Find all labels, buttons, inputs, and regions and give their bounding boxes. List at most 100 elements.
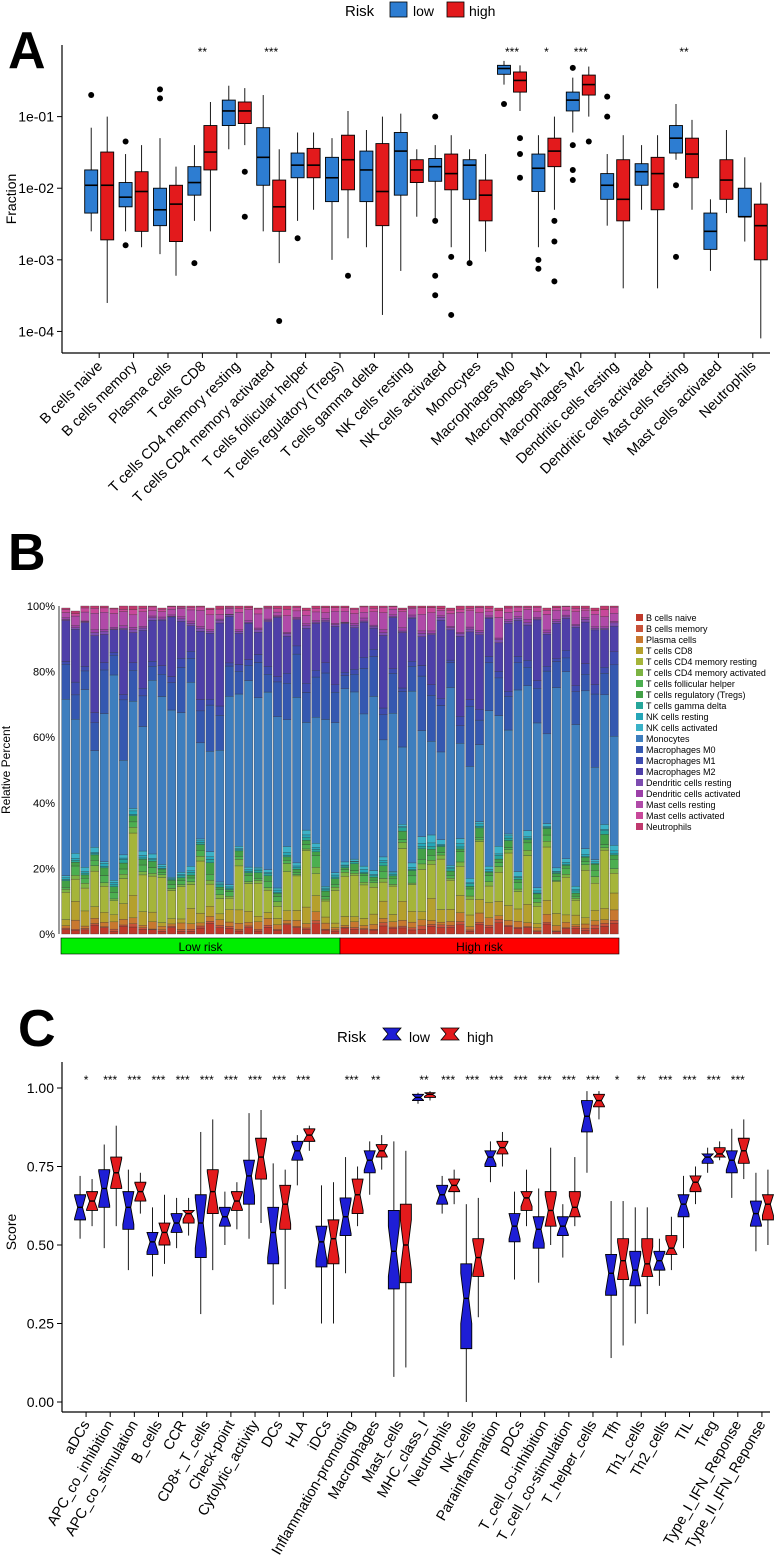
bar-segment [446,659,455,663]
notched-box [689,1175,702,1193]
y-tick-label: 0.50 [27,1237,54,1253]
bar-segment [157,874,167,878]
outlier-point [88,92,95,99]
group-strip-high [339,937,620,955]
stacked-bar [119,605,128,935]
bar-segment [311,843,321,848]
bar-segment [176,886,186,920]
bar-segment [330,607,340,612]
bar-segment [398,824,407,827]
notched-box [629,1250,642,1287]
bar-segment [109,608,119,614]
bar-segment [407,884,417,912]
bar-segment [580,854,590,857]
stacked-bar [494,607,504,935]
box [169,184,183,243]
bar-segment [109,880,119,883]
box-low [737,157,752,242]
bar-segment [71,865,80,876]
bar-segment [427,855,436,861]
bar-segment [513,620,523,657]
bar-segment [80,874,90,879]
outlier-point [432,113,439,120]
bar-segment [234,865,244,911]
bar-segment [253,880,263,884]
bar-segment [80,887,90,912]
box-high [203,101,218,232]
bar-segment [359,605,369,608]
bar-segment [407,608,417,616]
bar-segment [580,610,590,618]
bar-segment [446,868,455,872]
bar-segment [590,628,600,631]
bar-segment [340,675,350,689]
bar-segment [580,923,590,929]
bar-segment [128,827,138,834]
bar-segment [205,704,215,752]
bar-segment [282,852,292,856]
bar-segment [71,625,80,628]
bar-segment [80,928,90,931]
bar-segment [542,846,552,901]
bar-segment [369,913,379,925]
box-low [556,1204,569,1258]
bar-segment [465,607,475,611]
bar-segment [61,612,71,618]
bar-segment [253,632,263,655]
bar-segment [263,620,273,622]
bar-segment [157,926,167,930]
bar-segment [407,605,417,608]
bar-segment [282,863,292,872]
bar-segment [138,630,148,689]
bar-segment [244,911,253,923]
bar-segment [590,928,600,935]
bar-segment [244,866,253,870]
bar-segment [359,929,369,935]
bar-segment [176,871,186,875]
bar-segment [388,673,398,714]
bar-segment [244,607,253,610]
bar-segment [90,853,100,856]
bar-segment [186,682,196,867]
bar-segment [571,898,581,901]
stacked-bar [167,605,176,935]
bar-segment [167,605,176,607]
bar-segment [321,621,330,663]
bar-segment [311,670,321,678]
bar-segment [301,906,311,924]
group-label-low: Low risk [178,940,223,954]
box-low [497,60,511,108]
stacked-bar [350,607,359,935]
bar-segment [609,845,619,851]
bar-segment [282,920,292,924]
notched-box [568,1191,581,1218]
bar-segment [99,607,109,613]
bar-segment [292,920,302,927]
bar-segment [561,868,571,875]
bar-segment [186,866,196,871]
bar-segment [340,872,350,877]
stacked-bar [292,605,302,935]
bar-segment [128,821,138,828]
bar-segment [532,619,542,681]
bar-segment [446,626,455,628]
bar-segment [388,878,398,885]
box-low [725,1128,738,1198]
bar-segment [436,608,446,611]
bar-segment [119,605,128,610]
bar-segment [148,661,157,667]
bar-segment [225,614,234,617]
bar-segment [378,629,388,633]
bar-segment [90,865,100,872]
bar-segment [273,901,282,907]
bar-segment [215,927,225,935]
panel-label-b: B [8,524,46,582]
legend-label: Macrophages M2 [646,767,716,777]
bar-segment [398,627,407,632]
bar-segment [273,918,282,925]
box-low [701,1147,715,1173]
bar-segment [504,612,513,620]
bar-segment [301,628,311,684]
stacked-bar [109,607,119,935]
bar-segment [465,699,475,707]
